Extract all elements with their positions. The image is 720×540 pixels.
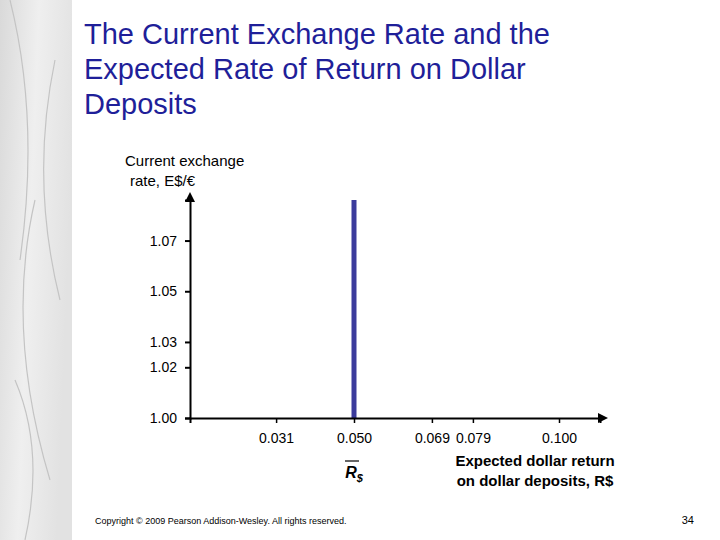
y-tick: 1.07 [150, 233, 190, 249]
marble-vein [10, 0, 28, 260]
y-arrow [185, 192, 195, 202]
x-tick: 0.079 [456, 418, 491, 446]
y-tick-label: 1.00 [150, 410, 177, 426]
x-tick-mark [473, 418, 475, 423]
x-tick-label: 0.050 [337, 430, 372, 446]
x-tick-label: 0.100 [542, 430, 577, 446]
x-tick-label: 0.079 [456, 430, 491, 446]
y-axis-title: Current exchange rate, E$/€ [125, 152, 244, 189]
x-tick: 0.050 [337, 418, 372, 446]
x-tick-mark [354, 418, 356, 423]
annotation: R$ [345, 464, 364, 484]
y-tick-mark [185, 367, 190, 369]
y-tick-mark [185, 341, 190, 343]
x-tick: 0.100 [542, 418, 577, 446]
y-tick-mark [185, 291, 190, 293]
x-tick-mark [432, 418, 434, 423]
x-axis-line [191, 419, 601, 424]
annotation-overbar [345, 460, 359, 461]
x-axis-title-line: Expected dollar return [455, 452, 614, 469]
y-tick: 1.03 [150, 334, 190, 350]
marble-strip [0, 0, 72, 540]
y-tick-mark [185, 240, 190, 242]
x-tick-label: 0.069 [415, 430, 450, 446]
series-line [352, 200, 357, 418]
footer: Copyright © 2009 Pearson Addison-Wesley.… [95, 516, 346, 526]
y-tick: 1.02 [150, 359, 190, 375]
y-tick-label: 1.02 [150, 359, 177, 375]
background [0, 0, 720, 540]
page-number: 34 [682, 514, 694, 526]
x-axis-title: Expected dollar return on dollar deposits… [455, 452, 614, 489]
x-axis: 0.031 0.050 0.069 0.079 0.100 [191, 418, 601, 446]
x-tick-label: 0.031 [259, 430, 294, 446]
y-axis-title-line: Current exchange [125, 152, 244, 169]
title-line: The Current Exchange Rate and the [84, 18, 550, 50]
y-tick-mark [185, 418, 190, 420]
marble-vein [23, 200, 50, 480]
x-tick-mark [276, 418, 278, 423]
plot-area [354, 200, 355, 418]
y-tick: 1.00 [150, 410, 190, 426]
marble-vein [44, 60, 60, 300]
x-tick-mark [559, 418, 561, 423]
y-tick-label: 1.05 [150, 283, 177, 299]
title: The Current Exchange Rate and theExpecte… [84, 18, 550, 120]
y-tick-label: 1.03 [150, 334, 177, 350]
x-tick: 0.031 [259, 418, 294, 446]
x-axis-title-line: on dollar deposits, R$ [457, 472, 614, 489]
y-axis: 1.00 1.02 1.03 1.05 1.07 [150, 201, 191, 426]
x-arrow [598, 413, 608, 423]
y-axis-title-line: rate, E$/€ [130, 172, 196, 189]
y-tick: 1.05 [150, 283, 190, 299]
y-axis-line [185, 201, 191, 419]
marble-vein [15, 380, 33, 540]
title-line: Deposits [84, 88, 197, 120]
title-line: Expected Rate of Return on Dollar [84, 53, 526, 85]
slide: The Current Exchange Rate and theExpecte… [0, 0, 720, 540]
x-tick: 0.069 [415, 418, 450, 446]
y-tick-label: 1.07 [150, 233, 177, 249]
